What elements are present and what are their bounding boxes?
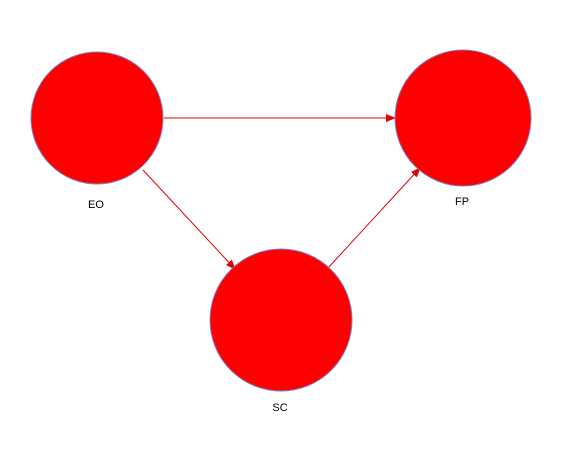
node-sc-label: SC	[272, 402, 287, 414]
node-fp	[394, 49, 532, 187]
node-fp-label: FP	[455, 196, 469, 208]
edge-sc-to-fp	[327, 167, 421, 269]
node-sc	[209, 248, 353, 392]
node-eo	[30, 51, 164, 185]
edge-eo-to-sc	[142, 169, 236, 270]
node-eo-label: EO	[88, 199, 104, 211]
